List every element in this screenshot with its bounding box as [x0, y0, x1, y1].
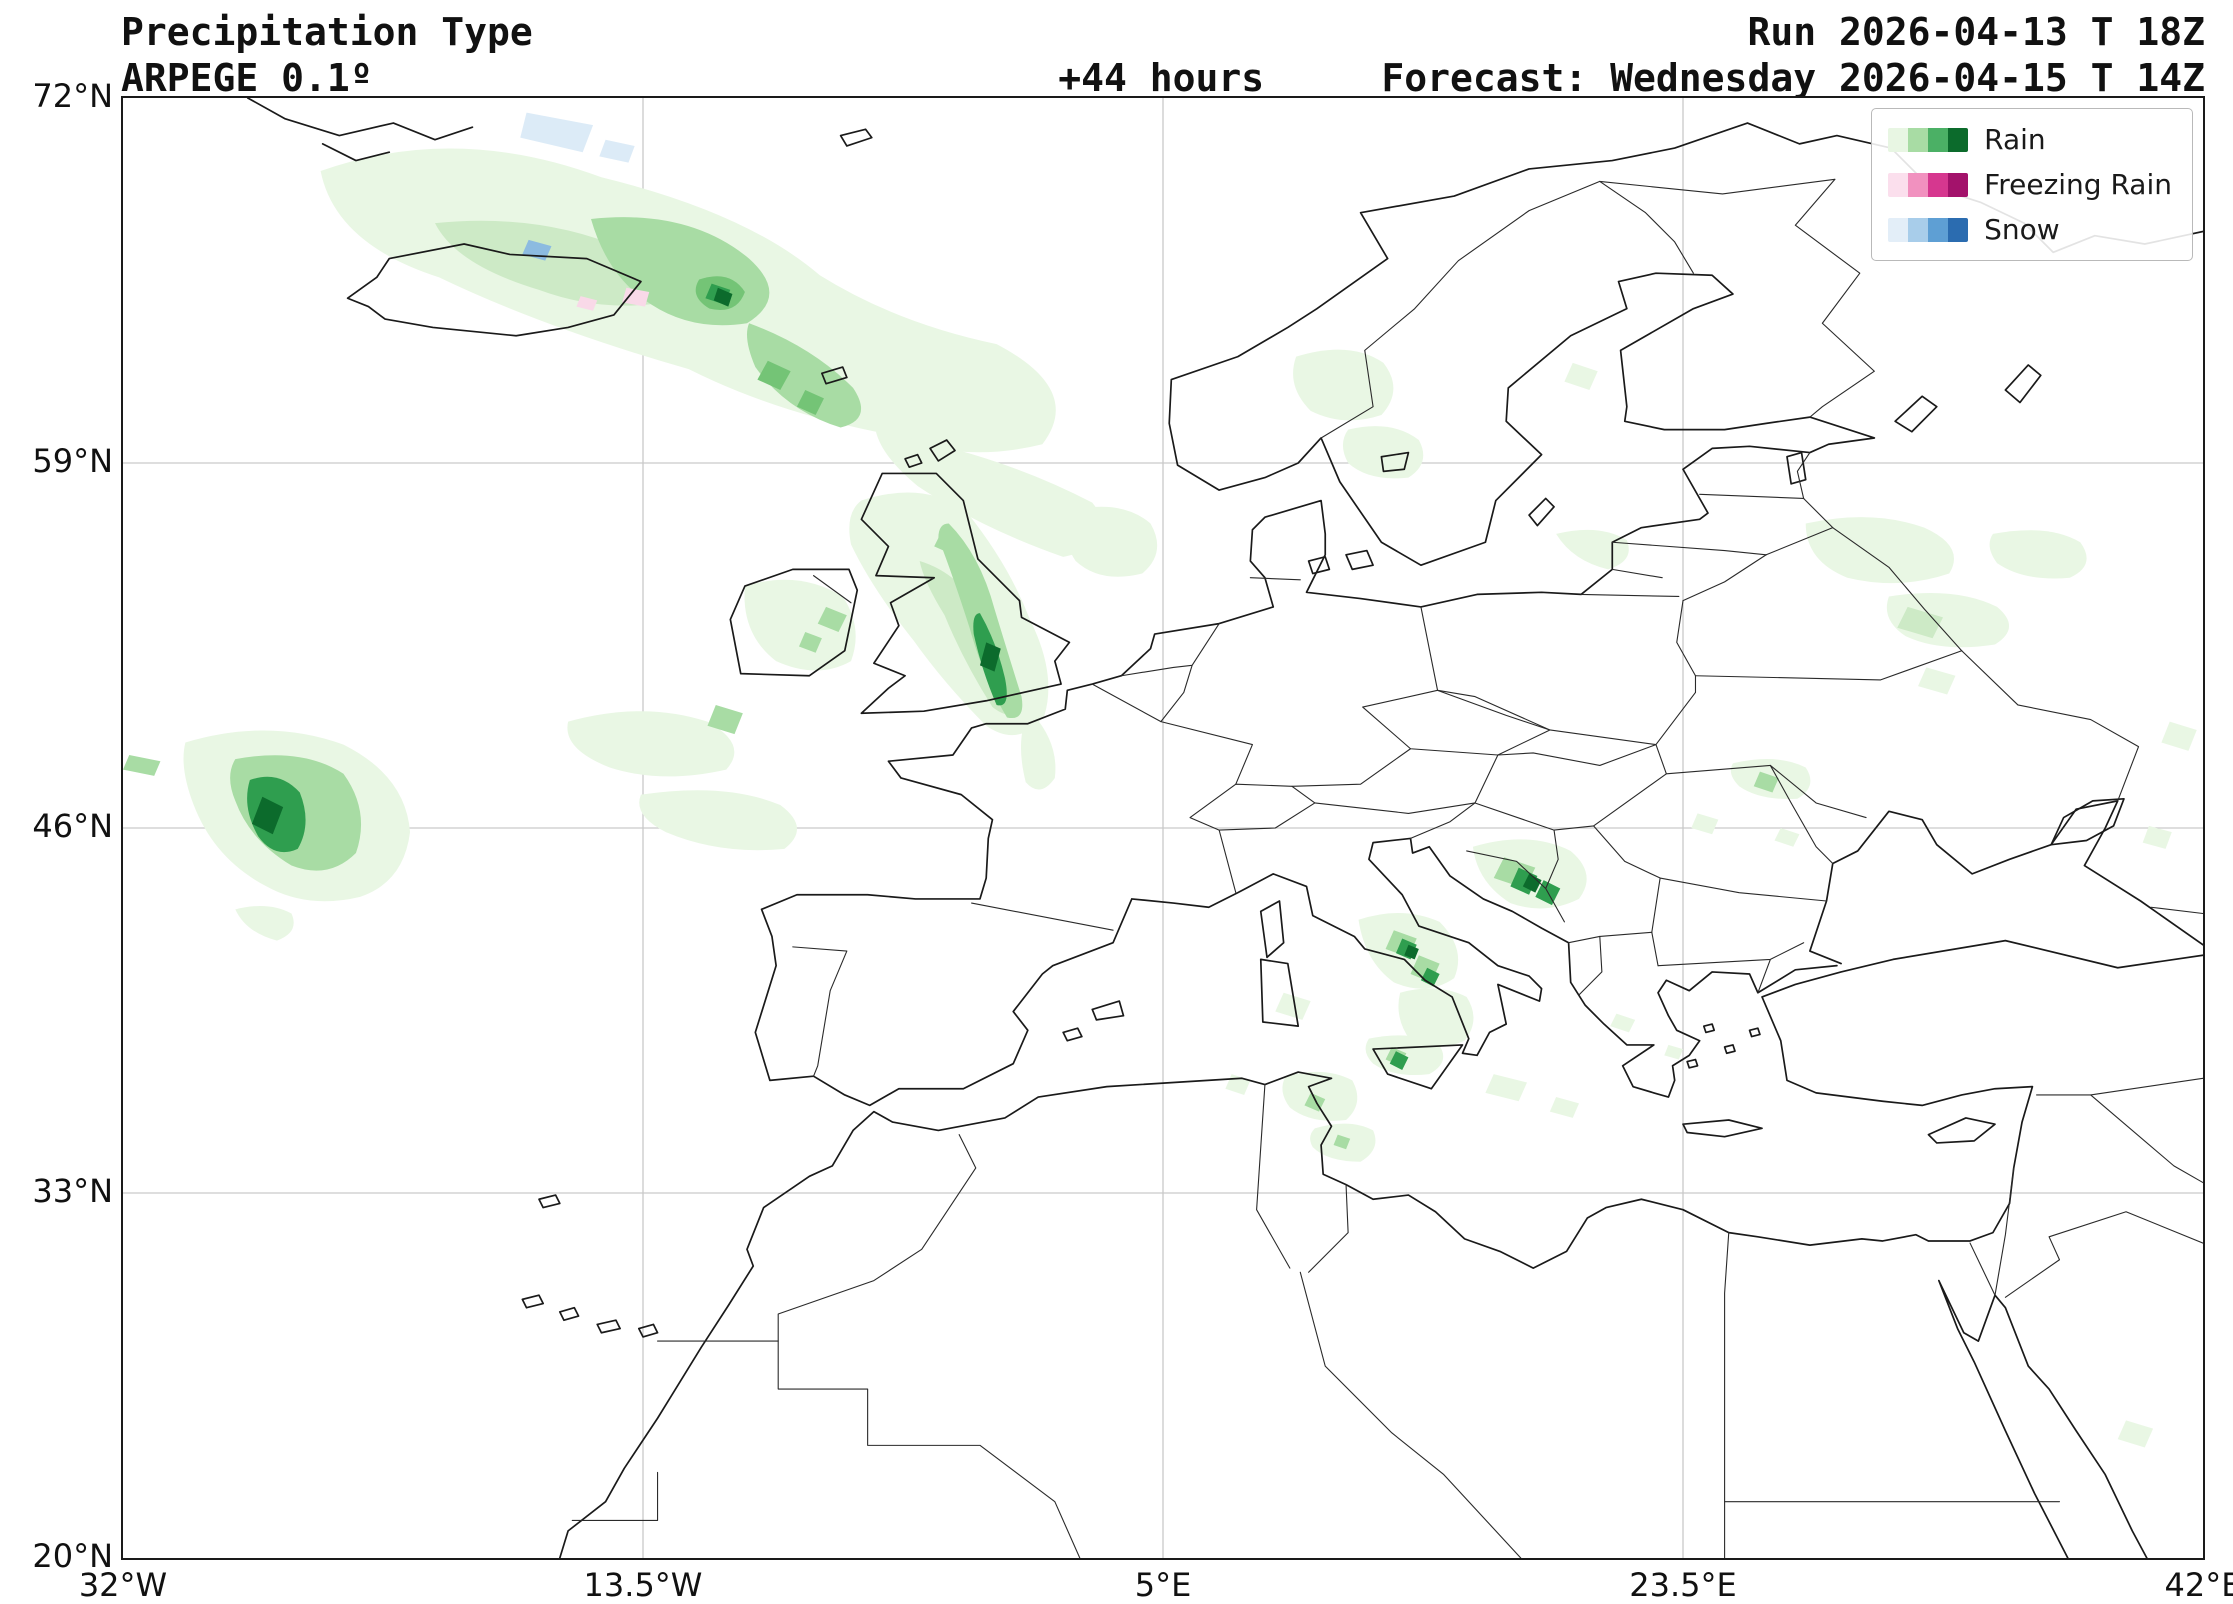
canary-islands	[522, 1295, 657, 1337]
madeira-island	[539, 1195, 560, 1208]
lon-tick-label: 42°E	[2164, 1566, 2233, 1604]
coastlines	[248, 98, 2203, 1558]
lon-tick-label: 23.5°E	[1629, 1566, 1737, 1604]
graticule	[123, 98, 2203, 1558]
lake-peipus	[1787, 453, 1806, 484]
lake-onega	[2005, 365, 2040, 403]
precipitation-freezing-rain-layer	[576, 287, 650, 311]
legend-label: Freezing Rain	[1984, 168, 2172, 201]
legend-item-freezing-rain: Freezing Rain	[1888, 168, 2172, 201]
lat-tick-label: 59°N	[32, 442, 113, 481]
legend-swatch	[1888, 217, 1969, 242]
legend: Rain Freezing Rain Snow	[1871, 108, 2193, 261]
cyprus-coastline	[1928, 1118, 1995, 1143]
gotland-island	[1529, 498, 1554, 525]
country-borders	[572, 179, 2203, 1558]
danish-islands	[1309, 551, 1373, 574]
lon-tick-label: 13.5°W	[583, 1566, 703, 1604]
red-sea-coastline	[1939, 1281, 2147, 1558]
black-sea-coastline	[1810, 801, 2203, 964]
greenland-coastline	[248, 98, 473, 161]
map-frame: 72°N 59°N 46°N 33°N 20°N 32°W 13.5°W 5°E…	[32, 77, 2233, 1604]
lake-vanern	[1381, 453, 1408, 472]
ireland-coastline	[730, 569, 857, 675]
lead-time-label: +44 hours	[1058, 56, 1265, 100]
legend-label: Rain	[1984, 123, 2046, 156]
legend-item-snow: Snow	[1888, 213, 2172, 246]
lat-tick-label: 20°N	[32, 1537, 113, 1576]
page-title: Precipitation Type	[121, 10, 533, 54]
sardinia-coastline	[1261, 959, 1298, 1026]
forecast-label: Forecast: Wednesday 2026-04-15 T 14Z	[1381, 56, 2205, 100]
lon-tick-label: 5°E	[1134, 1566, 1192, 1604]
run-label: Run 2026-04-13 T 18Z	[1747, 10, 2205, 54]
faroe-coastline	[822, 367, 847, 384]
jan-mayen-coastline	[841, 129, 872, 146]
lat-tick-label: 72°N	[32, 77, 113, 116]
corsica-coastline	[1261, 901, 1284, 957]
legend-label: Snow	[1984, 213, 2060, 246]
europe-map-canvas	[123, 98, 2203, 1558]
legend-swatch	[1888, 172, 1969, 197]
precipitation-rain-layer	[123, 148, 2197, 1448]
shetland-orkney	[905, 440, 955, 467]
anatolia-africa-coastline	[560, 941, 2203, 1558]
legend-swatch	[1888, 127, 1969, 152]
iceland-coastline	[348, 244, 641, 336]
sea-of-azov-coastline	[2051, 799, 2124, 845]
great-britain-coastline	[861, 473, 1069, 713]
lon-tick-label: 32°W	[78, 1566, 168, 1604]
lat-tick-label: 33°N	[32, 1172, 113, 1211]
balearic-islands	[1063, 1001, 1123, 1041]
lat-tick-label: 46°N	[32, 807, 113, 846]
crete-coastline	[1683, 1120, 1762, 1137]
model-label: ARPEGE 0.1º	[121, 56, 373, 100]
sicily-coastline	[1373, 1045, 1462, 1089]
lake-ladoga	[1895, 396, 1937, 431]
aegean-islands	[1687, 1024, 1760, 1068]
mainland-europe-coastline	[755, 123, 2203, 1105]
legend-item-rain: Rain	[1888, 123, 2172, 156]
